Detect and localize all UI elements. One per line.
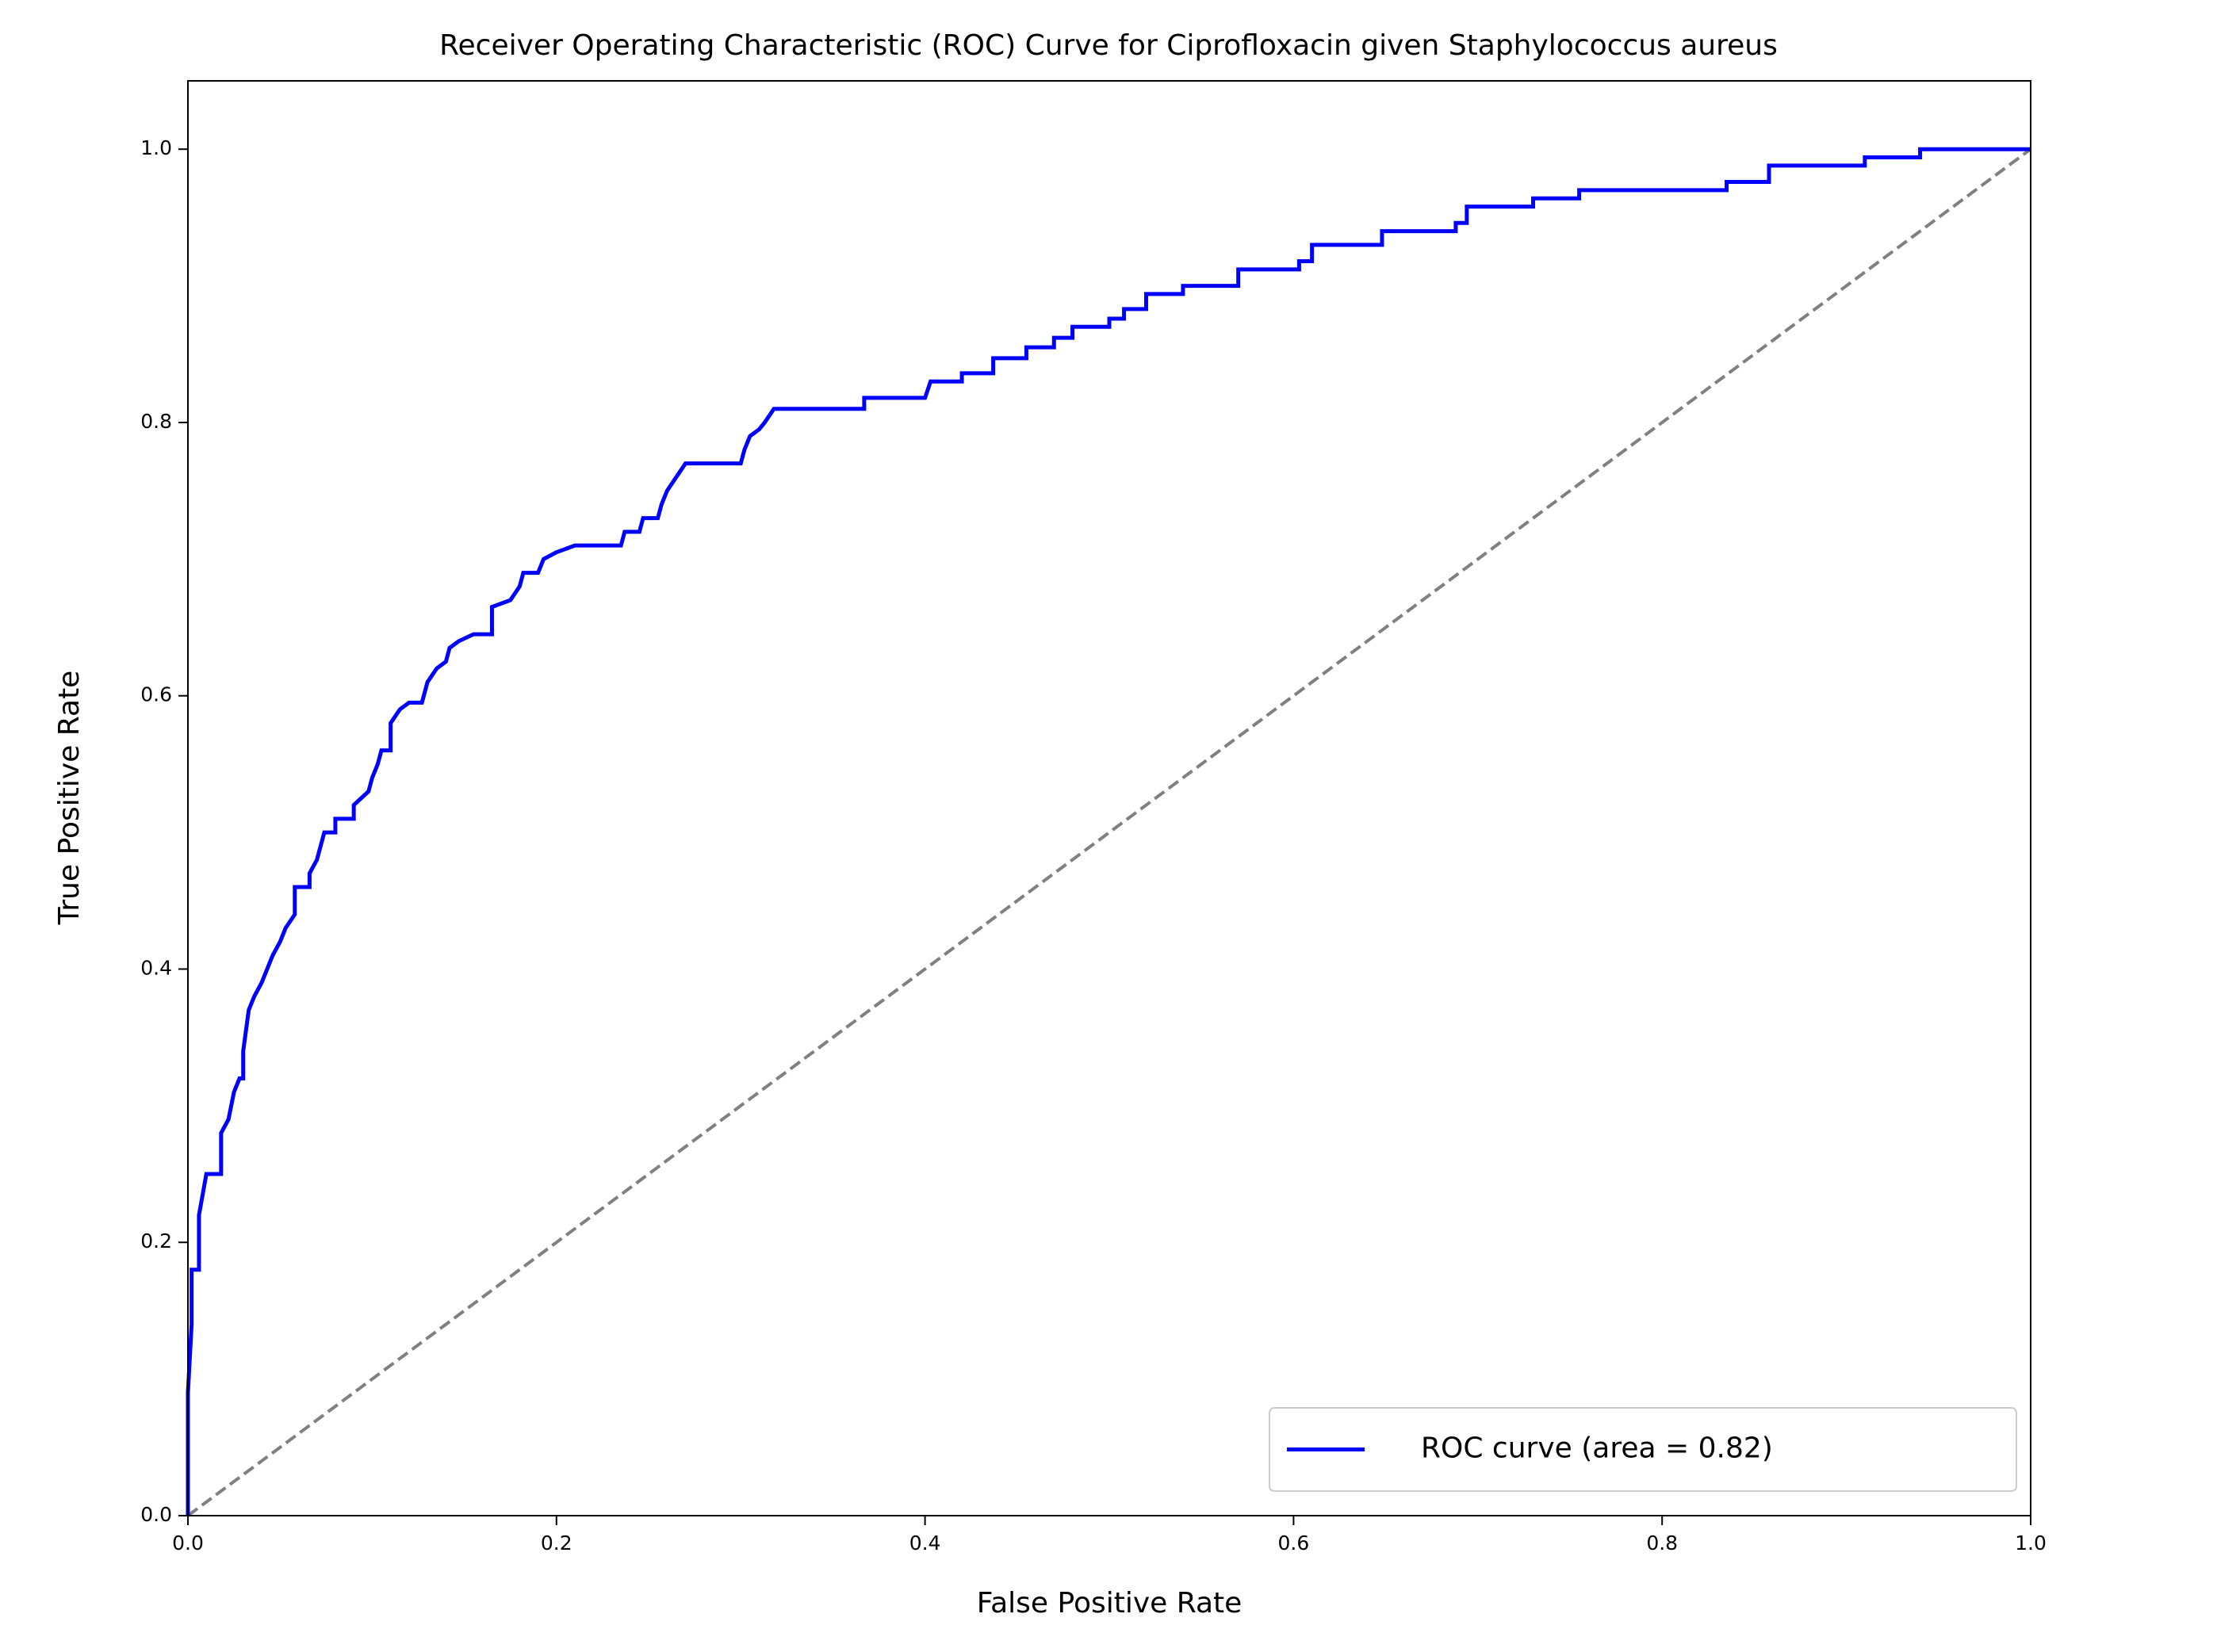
x-axis-label: False Positive Rate bbox=[977, 1587, 1243, 1619]
plot-frame bbox=[187, 80, 2031, 1516]
x-tick-label: 0.4 bbox=[909, 1532, 941, 1554]
x-tick-label: 0.2 bbox=[541, 1532, 572, 1554]
x-tick-label: 0.8 bbox=[1646, 1532, 1678, 1554]
legend-label: ROC curve (area = 0.82) bbox=[1421, 1432, 1773, 1465]
roc-line bbox=[186, 147, 2031, 1516]
x-tick-label: 0.0 bbox=[172, 1532, 204, 1554]
y-tick-label: 0.4 bbox=[140, 956, 172, 979]
legend-box bbox=[1269, 1407, 2017, 1492]
y-tick-label: 0.0 bbox=[140, 1503, 172, 1526]
chart-title: Receiver Operating Characteristic (ROC) … bbox=[439, 29, 1778, 62]
y-tick-label: 1.0 bbox=[140, 136, 172, 159]
y-tick-label: 0.6 bbox=[140, 683, 172, 706]
y-tick-label: 0.2 bbox=[140, 1229, 172, 1252]
reference-line bbox=[186, 147, 2032, 1517]
y-axis-label: True Positive Rate bbox=[53, 671, 86, 926]
x-tick-label: 1.0 bbox=[2015, 1532, 2047, 1554]
y-tick-label: 0.8 bbox=[140, 410, 172, 433]
x-tick-label: 0.6 bbox=[1278, 1532, 1310, 1554]
